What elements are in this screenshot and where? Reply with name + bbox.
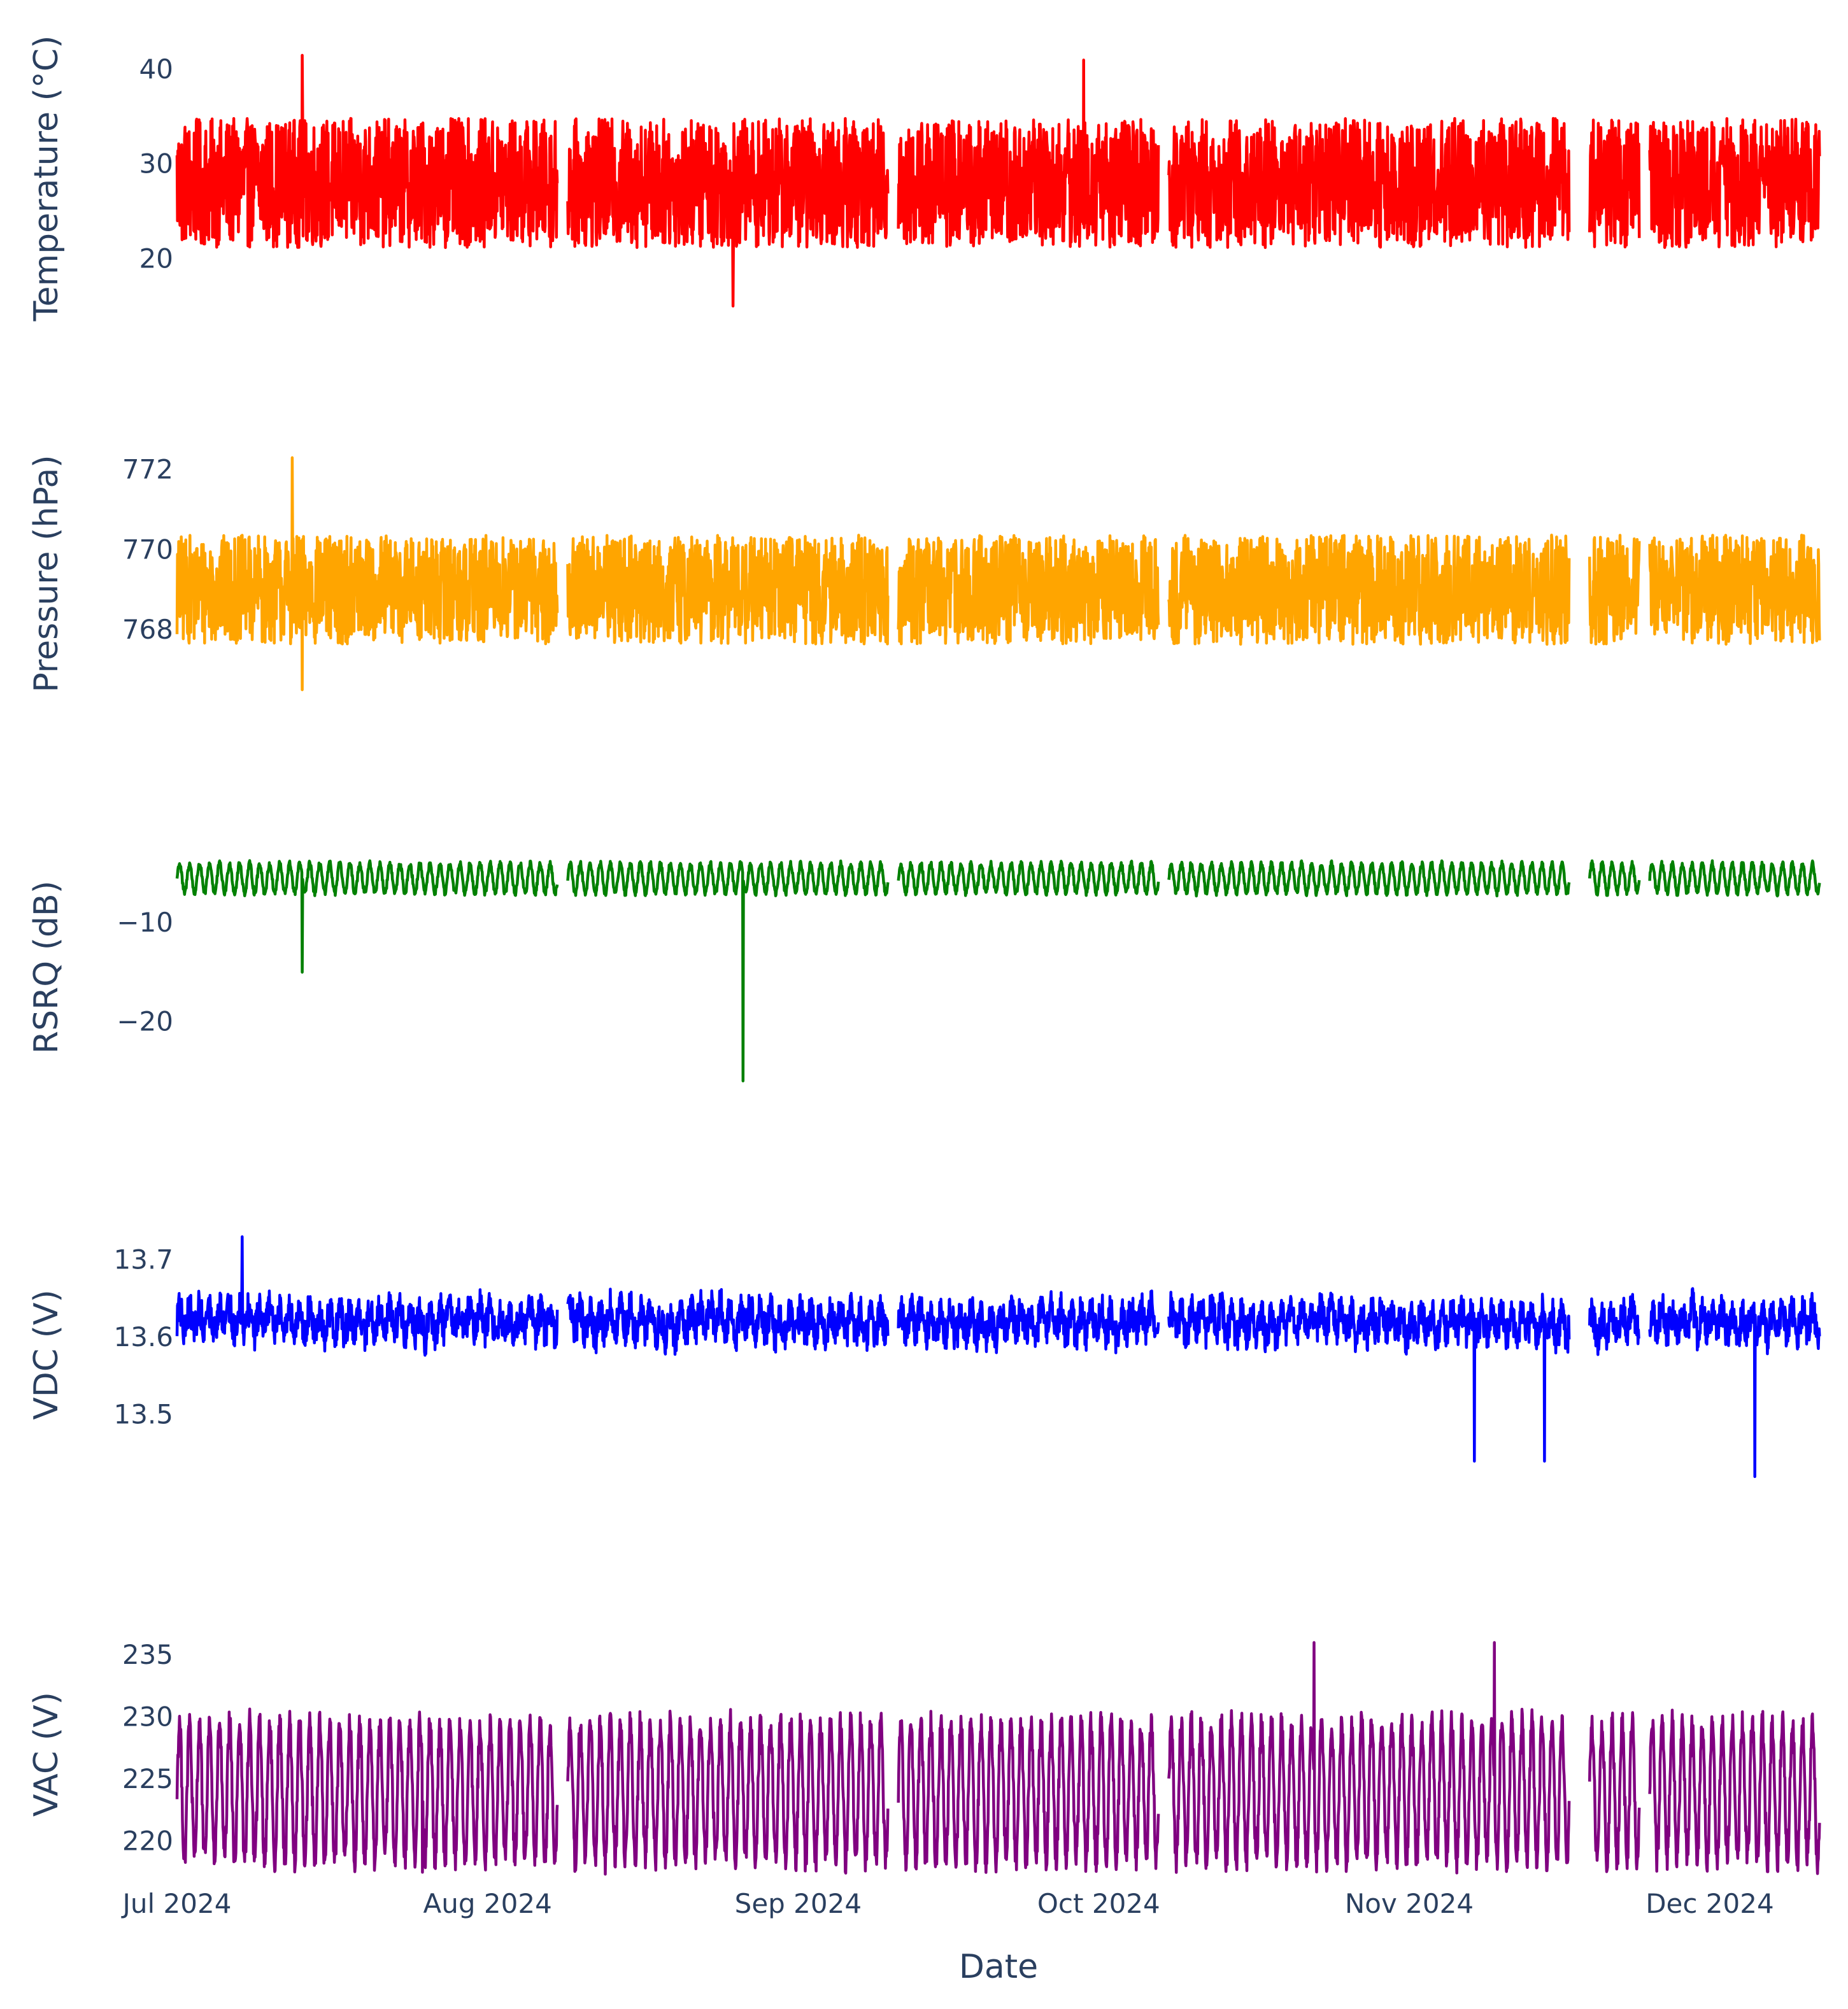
series-line-4-segment-3: [897, 1289, 1160, 1354]
x-tick-label: Jul 2024: [121, 1888, 232, 1919]
series-line-5-segment-2: [566, 1708, 890, 1876]
series-line-4-segment-1: [175, 1235, 559, 1357]
y-tick-label: 13.7: [113, 1244, 173, 1275]
x-tick-label: Oct 2024: [1037, 1888, 1160, 1919]
y-tick-label: 40: [139, 53, 173, 85]
y-tick-label: 13.6: [113, 1321, 173, 1352]
x-axis: Jul 2024 Aug 2024 Sep 2024 Oct 2024 Nov 2024…: [121, 1888, 1774, 1986]
y-tick-label: 230: [122, 1701, 173, 1733]
series-line-5-segment-3: [897, 1710, 1160, 1874]
y-tick-label: 768: [122, 614, 173, 645]
series-line-3-segment-2: [566, 859, 890, 1083]
series-line-4-segment-5: [1588, 1293, 1641, 1356]
series-line-5-segment-1: [175, 1707, 559, 1874]
series-line-3-segment-1: [175, 859, 559, 974]
panel-4: 13.5 13.6 13.7 VDC (V): [27, 1235, 1821, 1479]
y-tick-label: −10: [117, 907, 173, 938]
series-line-2-segment-5: [1588, 534, 1641, 646]
series-line-3-segment-3: [897, 860, 1160, 897]
x-tick-label: Nov 2024: [1345, 1888, 1474, 1919]
y-tick-label: 770: [122, 534, 173, 565]
series-line-3-segment-6: [1648, 859, 1821, 898]
y-tick-label: 20: [139, 243, 173, 274]
series-line-1-segment-1: [175, 53, 559, 250]
y-tick-label: 225: [122, 1763, 173, 1794]
series-line-5-segment-6: [1648, 1708, 1821, 1875]
y-tick-label: 13.5: [113, 1399, 173, 1430]
series-line-2-segment-3: [897, 534, 1160, 646]
y-axis-title: VDC (V): [27, 1289, 66, 1420]
y-tick-label: 220: [122, 1826, 173, 1857]
series-line-5-segment-4: [1167, 1641, 1571, 1875]
y-tick-label: 235: [122, 1639, 173, 1670]
panel-5: 220 225 230 235 VAC (V): [27, 1639, 1821, 1876]
series-line-3-segment-4: [1167, 859, 1571, 898]
x-tick-label: Sep 2024: [735, 1888, 862, 1919]
y-axis-title: VAC (V): [27, 1692, 66, 1817]
series-line-4-segment-4: [1167, 1291, 1571, 1463]
panel-1: 20 30 40 Temperature (°C): [27, 36, 1821, 322]
series-line-1-segment-4: [1167, 117, 1571, 250]
y-tick-label: −20: [117, 1005, 173, 1037]
series-line-1-segment-6: [1648, 117, 1821, 249]
series-line-2-segment-4: [1167, 534, 1571, 646]
series-line-3-segment-5: [1588, 859, 1641, 897]
series-line-1-segment-2: [566, 117, 890, 308]
chart-panels: 20 30 40 Temperature (°C) 768 770 772 Pressure …: [27, 36, 1821, 1876]
series-line-1-segment-5: [1588, 118, 1641, 249]
series-line-2-segment-1: [175, 456, 559, 692]
series-line-2-segment-2: [566, 534, 890, 646]
series-line-5-segment-5: [1588, 1711, 1641, 1873]
x-axis-title: Date: [959, 1948, 1038, 1986]
y-axis-title: Pressure (hPa): [27, 455, 66, 693]
panel-3: −10 −20 RSRQ (dB): [27, 859, 1821, 1083]
x-tick-label: Dec 2024: [1645, 1888, 1774, 1919]
y-axis-title: Temperature (°C): [27, 36, 66, 322]
panel-2: 768 770 772 Pressure (hPa): [27, 454, 1821, 693]
y-axis-title: RSRQ (dB): [27, 881, 66, 1054]
series-line-4-segment-2: [566, 1288, 890, 1356]
x-tick-label: Aug 2024: [423, 1888, 552, 1919]
series-line-4-segment-6: [1648, 1287, 1821, 1479]
y-tick-label: 30: [139, 148, 173, 180]
series-line-2-segment-6: [1648, 534, 1821, 646]
y-tick-label: 772: [122, 454, 173, 485]
series-line-1-segment-3: [897, 59, 1160, 249]
